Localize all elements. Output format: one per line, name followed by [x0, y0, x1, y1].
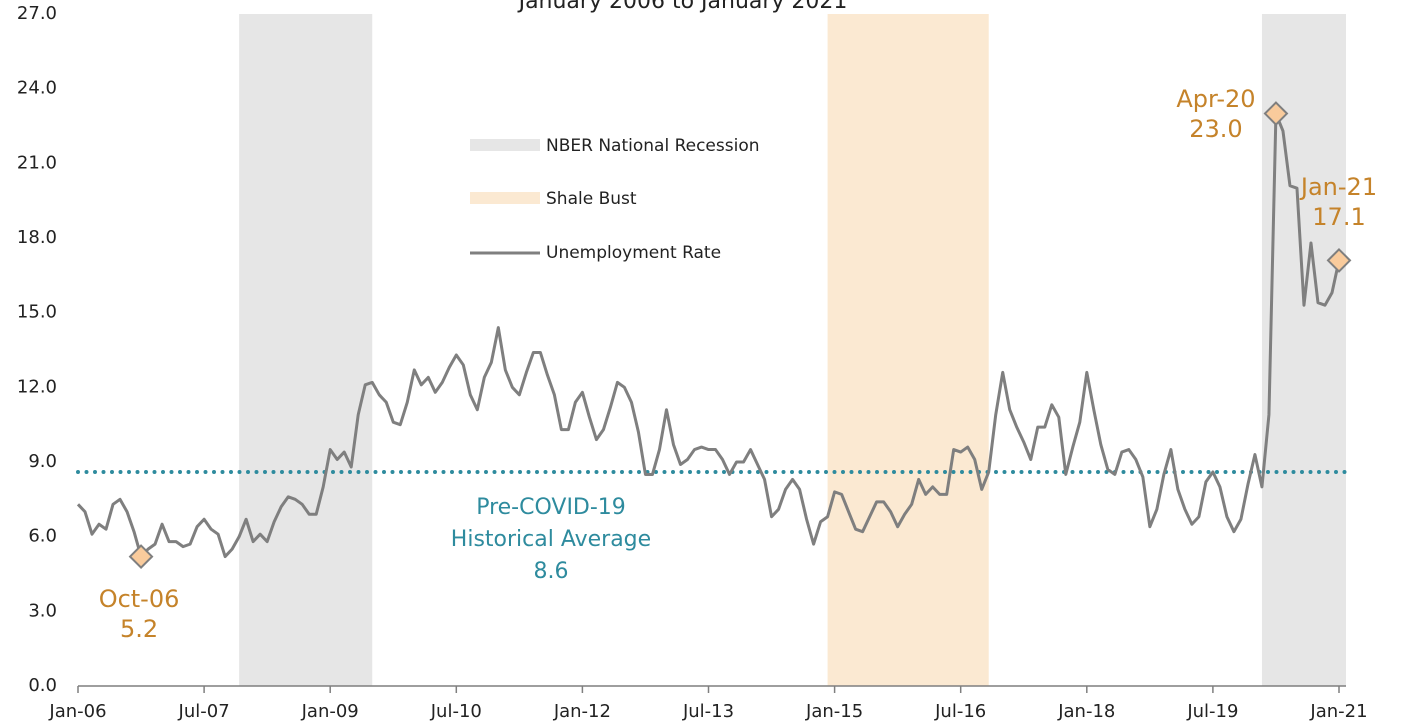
marker [1263, 101, 1289, 126]
marker [1326, 247, 1352, 273]
reference-value: 8.6 [534, 559, 569, 584]
line [76, 112, 1341, 559]
legend-label: Shale Bust [546, 189, 637, 209]
x-tick-label: Jul-13 [682, 701, 734, 722]
y-tick-label: 12.0 [17, 376, 57, 397]
x-tick-label: Jan-18 [1057, 701, 1115, 722]
annotation-value: 5.2 [120, 615, 158, 643]
y-tick-label: 18.0 [17, 227, 57, 248]
y-tick-label: 6.0 [28, 526, 57, 547]
x-tick-label: Jan-12 [553, 701, 611, 722]
annotation-value: 23.0 [1189, 115, 1242, 143]
chart-subtitle: January 2006 to January 2021 [517, 0, 848, 14]
marker [128, 544, 154, 569]
x-tick-label: Jan-09 [301, 701, 359, 722]
x-tick-label: Jan-21 [1309, 701, 1367, 722]
legend-label: NBER National Recession [546, 136, 760, 156]
annotation-label: Jan-21 [1299, 173, 1377, 201]
band [827, 14, 989, 686]
y-tick-label: 9.0 [28, 451, 57, 472]
y-tick-label: 15.0 [17, 302, 57, 323]
x-tick-label: Jul-16 [934, 701, 986, 722]
x-tick-label: Jul-10 [430, 701, 482, 722]
reference-label: Pre-COVID-19 [476, 495, 626, 520]
y-tick-label: 24.0 [17, 78, 57, 99]
y-tick-label: 0.0 [28, 675, 57, 696]
x-tick-label: Jul-19 [1186, 701, 1238, 722]
annotation-label: Apr-20 [1176, 85, 1255, 113]
x-tick-label: Jan-15 [805, 701, 863, 722]
y-tick-label: 27.0 [17, 3, 57, 24]
legend-label: Unemployment Rate [546, 243, 721, 263]
band [239, 14, 373, 686]
annotation-value: 17.1 [1312, 203, 1365, 231]
y-tick-label: 21.0 [17, 152, 57, 173]
legend-swatch [470, 192, 540, 204]
reference-label: Historical Average [451, 527, 651, 552]
legend-swatch [470, 139, 540, 151]
x-tick-label: Jan-06 [48, 701, 106, 722]
annotation-label: Oct-06 [99, 585, 180, 613]
y-tick-label: 3.0 [28, 600, 57, 621]
x-tick-label: Jul-07 [178, 701, 230, 722]
